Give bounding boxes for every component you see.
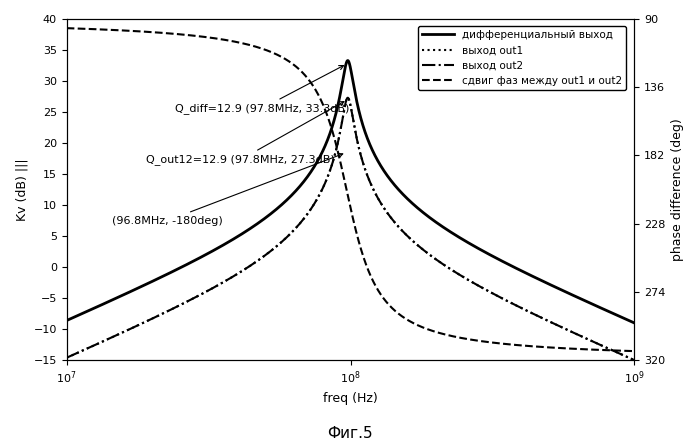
дифференциальный выход [301, 177, 310, 183]
Text: (96.8MHz, -180deg): (96.8MHz, -180deg) [112, 153, 343, 225]
выход out1 [332, 146, 340, 152]
сдвиг фаз между out1 и out2 [584, 347, 593, 352]
сдвиг фаз между out1 и out2 [332, 143, 340, 149]
Y-axis label: Kv (dB) |||: Kv (dB) ||| [15, 158, 28, 221]
дифференциальный выход [343, 58, 352, 63]
Line: дифференциальный выход: дифференциальный выход [66, 61, 635, 323]
выход out1 [630, 358, 639, 363]
выход out2 [584, 337, 593, 343]
дифференциальный выход [630, 320, 639, 326]
выход out2 [301, 214, 310, 220]
выход out1 [305, 208, 314, 213]
выход out1 [584, 337, 593, 343]
Line: сдвиг фаз между out1 и out2: сдвиг фаз между out1 и out2 [66, 28, 635, 351]
Legend: дифференциальный выход, выход out1, выход out2, сдвиг фаз между out1 и out2: дифференциальный выход, выход out1, выхо… [418, 26, 626, 90]
сдвиг фаз между out1 и out2 [62, 26, 71, 31]
Line: выход out1: выход out1 [66, 98, 635, 360]
дифференциальный выход [332, 109, 340, 114]
дифференциальный выход [305, 171, 314, 176]
сдвиг фаз между out1 и out2 [305, 78, 314, 84]
Text: Фиг.5: Фиг.5 [326, 426, 373, 441]
Text: Q_out12=12.9 (97.8MHz, 27.3dB): Q_out12=12.9 (97.8MHz, 27.3dB) [146, 102, 344, 165]
сдвиг фаз между out1 и out2 [630, 348, 639, 354]
выход out2 [475, 283, 484, 289]
выход out2 [332, 146, 340, 152]
выход out2 [343, 95, 352, 100]
дифференциальный выход [475, 246, 484, 251]
выход out2 [305, 208, 314, 213]
дифференциальный выход [62, 318, 71, 323]
сдвиг фаз между out1 и out2 [475, 338, 483, 343]
выход out1 [301, 214, 310, 220]
дифференциальный выход [584, 300, 593, 305]
сдвиг фаз между out1 и out2 [613, 348, 621, 353]
выход out1 [62, 355, 71, 360]
выход out1 [613, 350, 621, 355]
выход out1 [343, 95, 352, 100]
Text: Q_diff=12.9 (97.8MHz, 33.3dB): Q_diff=12.9 (97.8MHz, 33.3dB) [175, 65, 349, 114]
X-axis label: freq (Hz): freq (Hz) [323, 392, 378, 405]
сдвиг фаз между out1 и out2 [301, 73, 310, 78]
дифференциальный выход [613, 312, 621, 318]
Line: выход out2: выход out2 [66, 98, 635, 360]
выход out2 [630, 358, 639, 363]
Y-axis label: phase difference (deg): phase difference (deg) [671, 118, 684, 261]
выход out2 [613, 350, 621, 355]
выход out1 [475, 283, 484, 289]
выход out2 [62, 355, 71, 360]
